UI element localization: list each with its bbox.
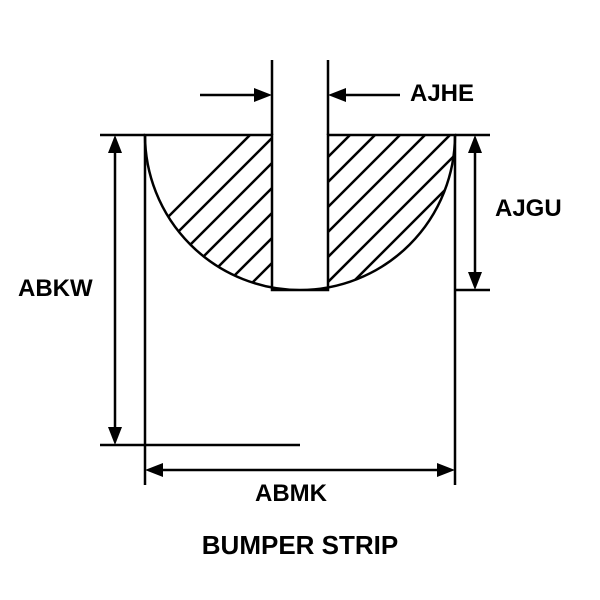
label-ajhe: AJHE xyxy=(410,80,474,108)
label-ajgu: AJGU xyxy=(495,195,562,223)
bumper-outline xyxy=(145,135,455,290)
dim-abmk xyxy=(145,135,455,485)
label-abkw: ABKW xyxy=(18,275,93,303)
label-abmk: ABMK xyxy=(255,480,327,508)
dim-ajhe xyxy=(200,60,400,135)
diagram-title: BUMPER STRIP xyxy=(0,530,600,561)
dim-ajgu xyxy=(455,135,490,290)
dim-abkw xyxy=(100,135,300,445)
hatch-fill xyxy=(0,0,600,500)
